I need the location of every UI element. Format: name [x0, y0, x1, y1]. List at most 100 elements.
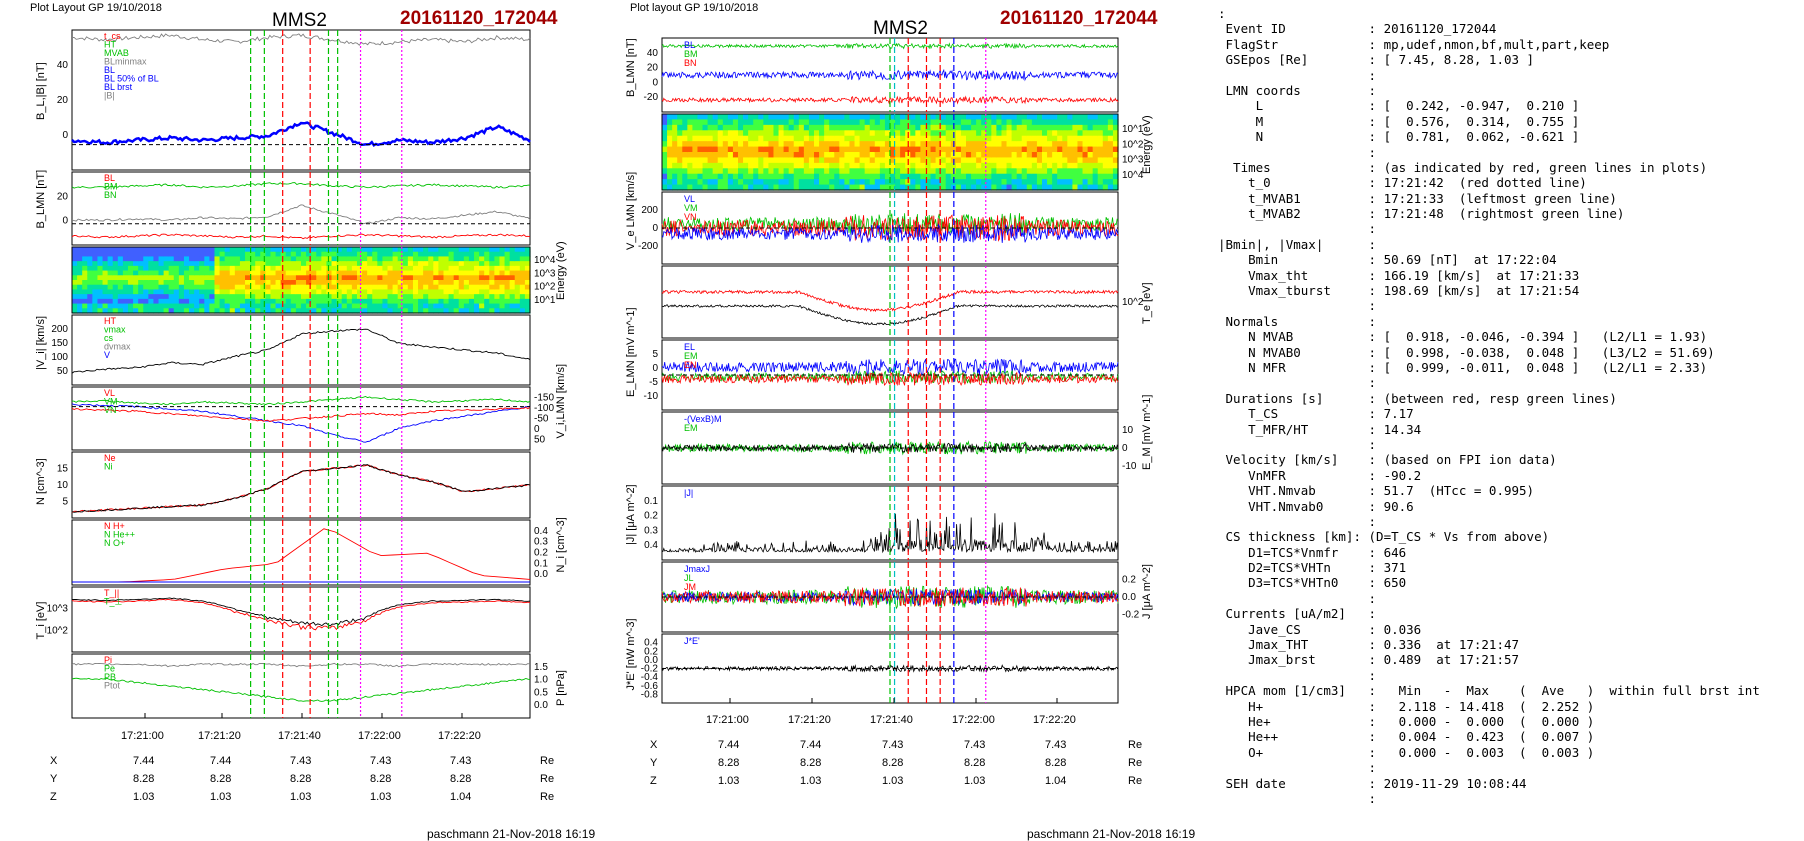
mid-energy-spectrogram-cell — [717, 152, 724, 159]
mid-energy-spectrogram-cell — [864, 124, 871, 131]
mid-energy-spectrogram-cell — [864, 130, 871, 137]
mid-energy-spectrogram-cell — [682, 119, 688, 126]
left-energy-spectrogram-cell — [412, 289, 419, 295]
mid-energy-spectrogram-cell — [732, 162, 739, 169]
left-energy-spectrogram-cell — [336, 251, 343, 258]
mid-energy-spectrogram-cell — [662, 152, 668, 159]
mid-energy-spectrogram-cell — [753, 135, 759, 142]
left-energy-spectrogram-cell — [433, 261, 439, 267]
mid-energy-spectrogram-cell — [768, 157, 775, 164]
left-energy-spectrogram-cell — [306, 261, 312, 267]
mid-energy-spectrogram-cell — [910, 146, 916, 153]
mid-energy-spectrogram-cell — [829, 184, 835, 191]
left-signature: paschmann 21-Nov-2018 16:19 — [427, 827, 596, 841]
mid-energy-spectrogram-cell — [869, 141, 876, 148]
mid-energy-spectrogram-cell — [778, 124, 785, 131]
mid-energy-spectrogram-cell — [971, 173, 977, 180]
mid-energy-spectrogram-cell — [768, 135, 775, 142]
mid-energy-spectrogram-cell — [722, 146, 729, 153]
mid-energy-spectrogram-cell — [874, 119, 881, 126]
left-energy-spectrogram-cell — [346, 270, 353, 276]
mid-energy-spectrogram-cell — [707, 146, 714, 153]
mid-energy-spectrogram-cell — [738, 184, 744, 191]
left-energy-spectrogram-cell — [219, 303, 226, 309]
left-energy-spectrogram-cell — [514, 251, 521, 258]
left-energy-spectrogram-cell — [453, 284, 460, 291]
left-energy-spectrogram-cell — [479, 280, 485, 286]
mid-energy-spectrogram-cell — [971, 146, 977, 153]
mid-energy-spectrogram-cell — [1087, 179, 1094, 186]
left-energy-spectrogram-cell — [209, 270, 216, 276]
mid-energy-spectrogram-cell — [915, 168, 921, 175]
mid-legend-entry: EM — [684, 351, 698, 361]
mid-energy-spectrogram-cell — [778, 184, 785, 191]
left-energy-spectrogram-cell — [194, 289, 200, 295]
left-energy-spectrogram-cell — [133, 294, 139, 300]
left-energy-spectrogram-cell — [509, 270, 516, 276]
left-y-tick-label: 40 — [57, 60, 69, 71]
mid-energy-spectrogram-cell — [814, 152, 820, 159]
left-energy-spectrogram-cell — [239, 256, 246, 262]
mid-energy-spectrogram-cell — [1001, 135, 1008, 142]
left-energy-spectrogram-cell — [260, 289, 266, 295]
left-y-tick-label: 1.5 — [534, 662, 548, 673]
mid-energy-spectrogram-cell — [667, 168, 673, 175]
left-pos-value: 7.44 — [133, 755, 155, 767]
left-energy-spectrogram-cell — [295, 280, 302, 286]
left-energy-spectrogram-cell — [204, 256, 210, 262]
left-pos-value: 1.03 — [210, 791, 232, 803]
left-energy-spectrogram-cell — [326, 298, 333, 305]
left-energy-spectrogram-cell — [306, 275, 312, 281]
mid-energy-spectrogram-cell — [778, 146, 785, 153]
left-energy-spectrogram-cell — [189, 280, 195, 286]
mid-y-axis-label: B_LMN [nT] — [625, 38, 637, 97]
mid-energy-spectrogram-cell — [677, 130, 683, 137]
mid-energy-spectrogram-cell — [682, 135, 688, 142]
left-energy-spectrogram-cell — [199, 303, 205, 309]
left-energy-spectrogram-cell — [173, 275, 180, 281]
mid-time-tick-label: 17:22:20 — [1033, 714, 1076, 726]
mid-energy-spectrogram-cell — [702, 135, 709, 142]
left-energy-spectrogram-cell — [117, 303, 124, 309]
left-panel-frame — [71, 653, 531, 719]
mid-energy-spectrogram-cell — [920, 184, 927, 191]
mid-energy-spectrogram-cell — [1031, 119, 1038, 126]
left-energy-spectrogram-cell — [97, 289, 104, 295]
left-energy-spectrogram-cell — [311, 265, 317, 272]
left-energy-spectrogram-cell — [418, 265, 424, 272]
mid-energy-spectrogram-cell — [981, 119, 987, 126]
left-energy-spectrogram-cell — [514, 298, 521, 305]
left-energy-spectrogram-cell — [209, 289, 216, 295]
mid-energy-spectrogram-cell — [1026, 135, 1033, 142]
mid-energy-spectrogram-cell — [829, 130, 835, 137]
mid-y-tick-label: -10 — [644, 391, 659, 402]
mid-energy-spectrogram-cell — [1067, 146, 1073, 153]
mid-energy-spectrogram-cell — [1062, 119, 1068, 126]
mid-energy-spectrogram-cell — [900, 141, 906, 148]
left-energy-spectrogram-cell — [158, 251, 165, 258]
left-energy-spectrogram-cell — [316, 256, 322, 262]
mid-energy-spectrogram-cell — [814, 146, 820, 153]
mid-energy-spectrogram-cell — [702, 152, 709, 159]
left-energy-spectrogram-cell — [122, 256, 129, 262]
left-energy-spectrogram-cell — [158, 270, 165, 276]
left-energy-spectrogram-cell — [453, 275, 460, 281]
left-energy-spectrogram-cell — [214, 251, 221, 258]
mid-energy-spectrogram-cell — [743, 135, 749, 142]
mid-energy-spectrogram-cell — [793, 146, 800, 153]
left-energy-spectrogram-cell — [265, 294, 272, 300]
mid-energy-spectrogram-cell — [1082, 146, 1089, 153]
left-energy-spectrogram-cell — [275, 265, 282, 272]
left-energy-spectrogram-cell — [494, 247, 501, 253]
left-energy-spectrogram-cell — [458, 303, 465, 309]
mid-energy-spectrogram-cell — [753, 162, 759, 169]
mid-energy-spectrogram-cell — [722, 114, 729, 121]
mid-energy-spectrogram-cell — [768, 130, 775, 137]
left-energy-spectrogram-cell — [301, 275, 307, 281]
mid-energy-spectrogram-cell — [758, 119, 764, 126]
mid-energy-spectrogram-cell — [732, 124, 739, 131]
mid-energy-spectrogram-cell — [960, 162, 967, 169]
left-energy-spectrogram-cell — [346, 261, 353, 267]
left-energy-spectrogram-cell — [92, 275, 99, 281]
left-energy-spectrogram-cell — [356, 275, 363, 281]
